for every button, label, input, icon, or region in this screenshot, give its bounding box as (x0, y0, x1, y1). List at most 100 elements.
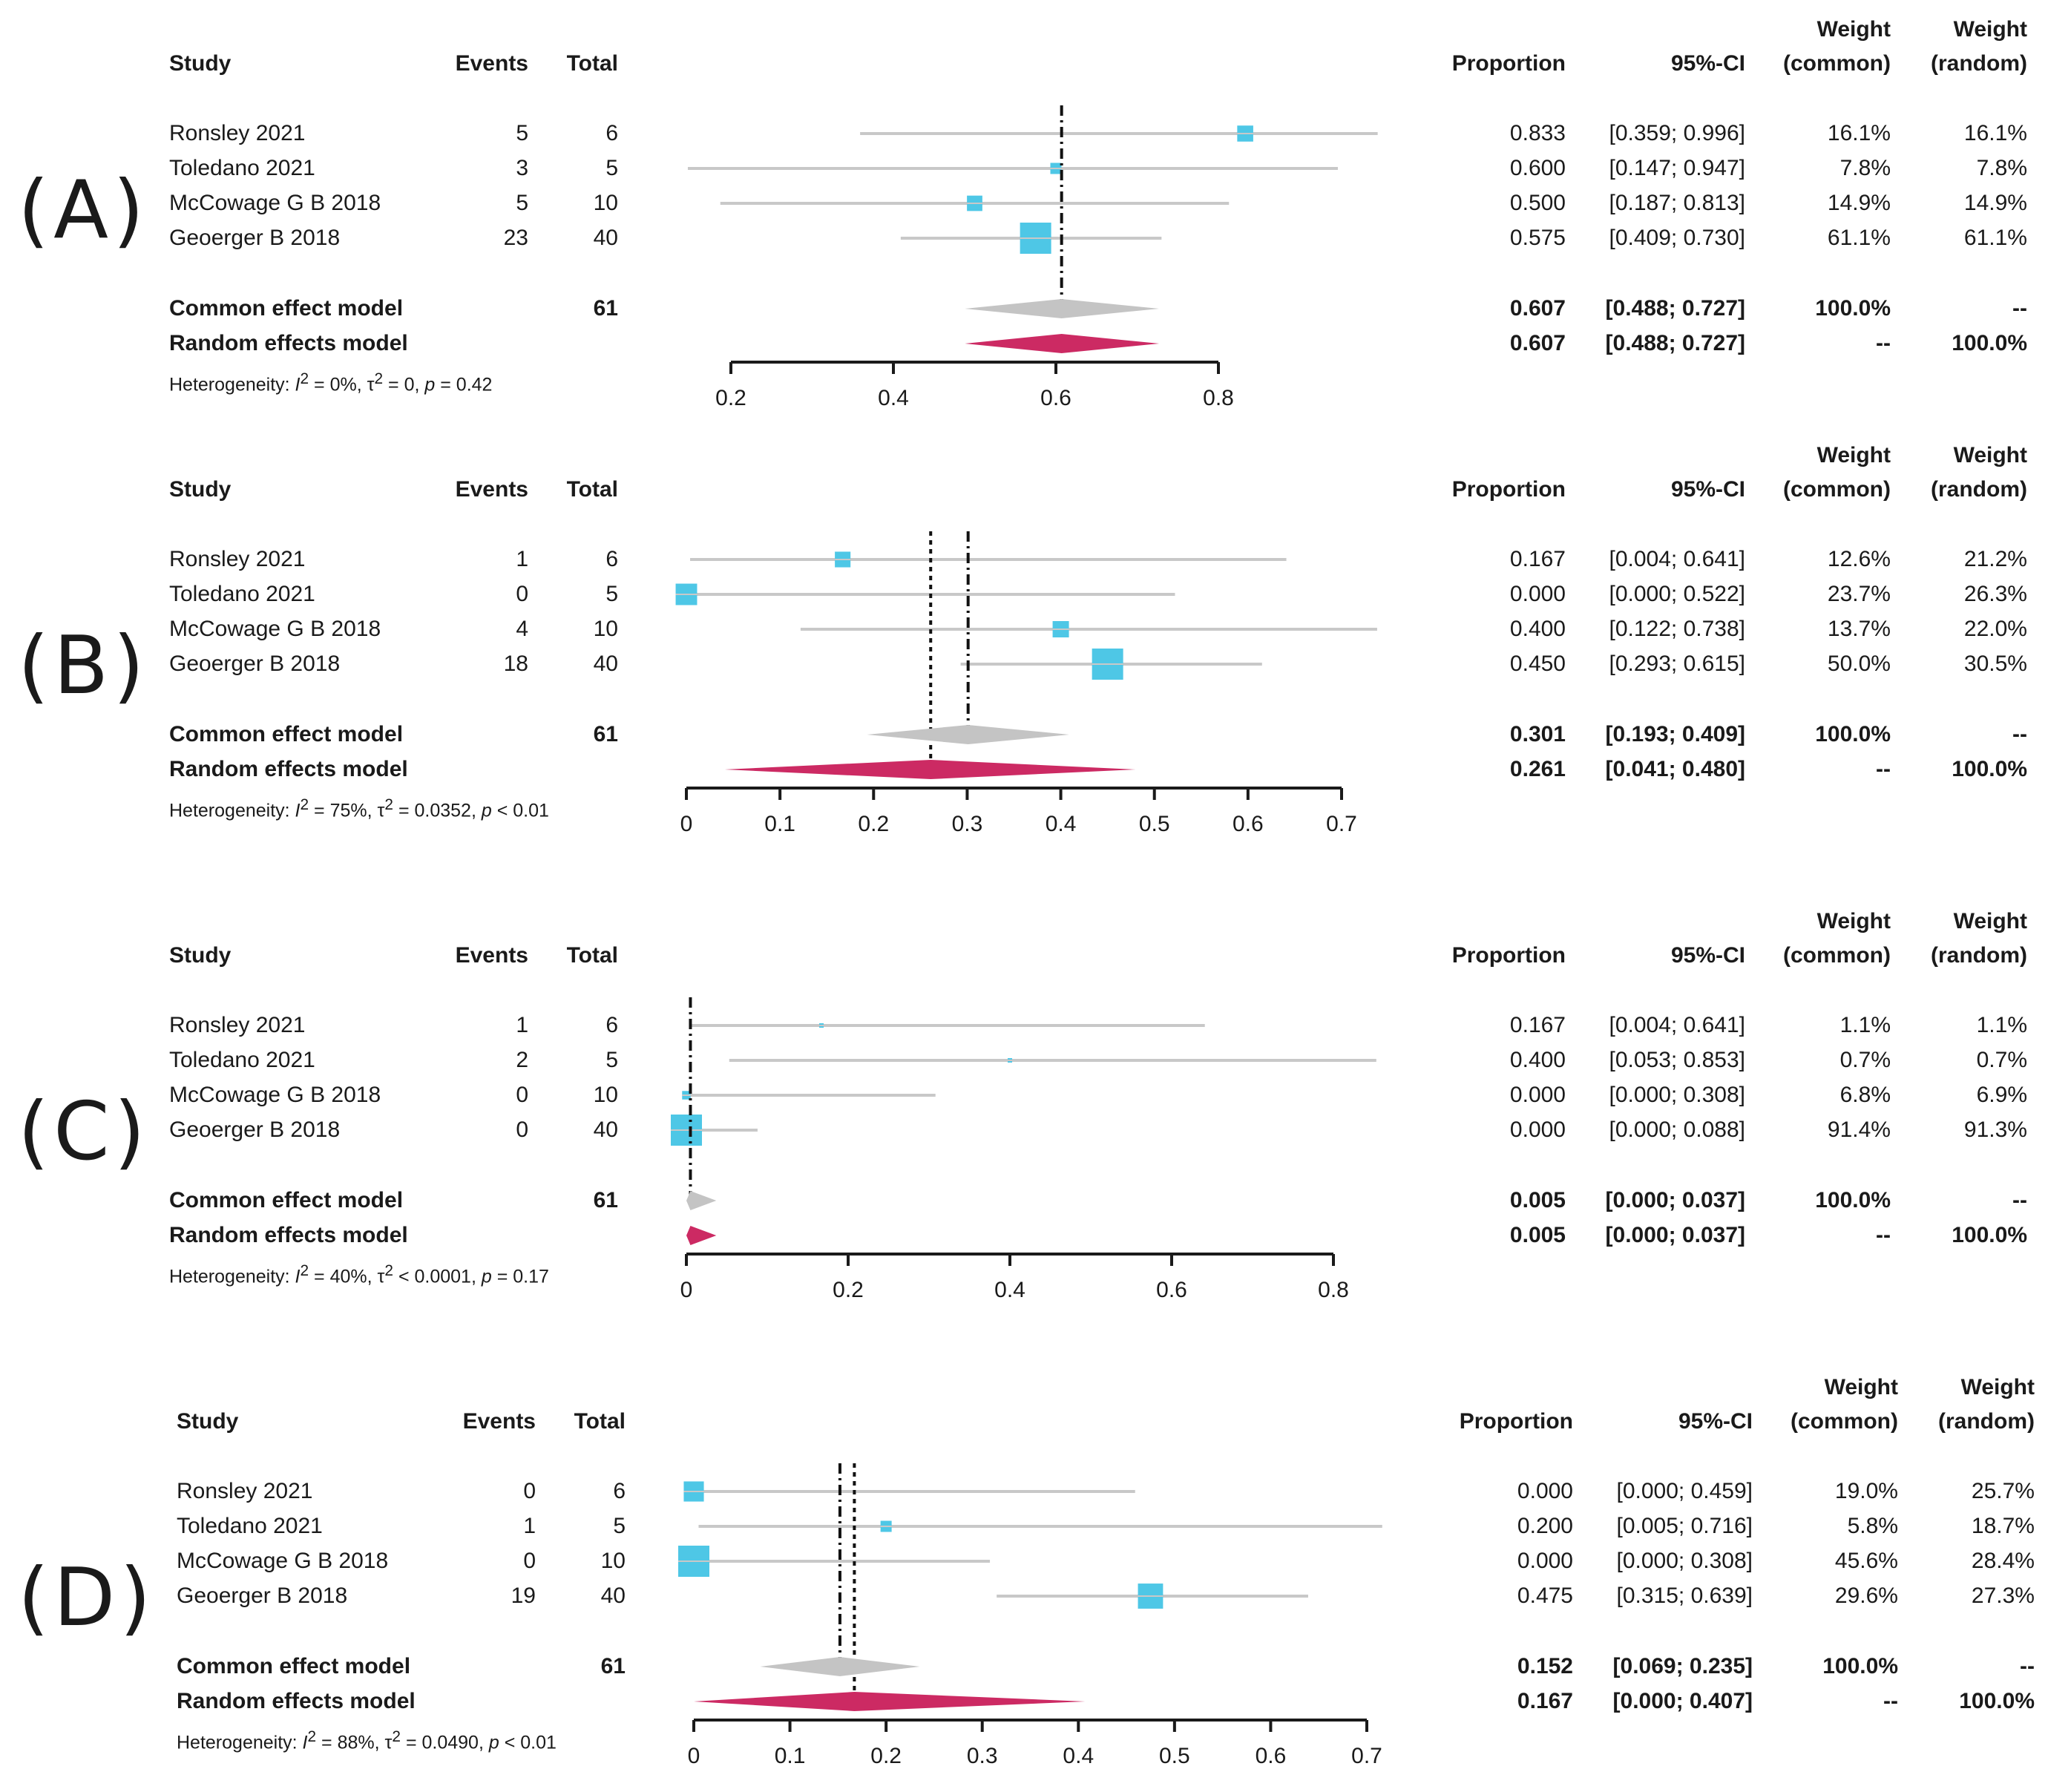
study-weight-random: 16.1% (1963, 121, 2027, 145)
header-study: Study (177, 1409, 239, 1434)
random-effect-diamond (686, 1226, 717, 1245)
het-prefix: Heterogeneity: (169, 374, 295, 396)
x-tick-label: 0 (680, 1278, 693, 1302)
common-model-total: 61 (593, 1188, 618, 1212)
forest-plot: 0.2 0.4 0.6 0.8 (687, 105, 1378, 410)
header-study: Study (169, 51, 232, 76)
het-tau2-value: < 0.0001, (393, 1266, 482, 1287)
x-tick-label: 0.7 (1351, 1744, 1382, 1768)
study-name: Geoerger B 2018 (177, 1583, 348, 1608)
study-ci: [0.053; 0.853] (1609, 1048, 1746, 1072)
het-i2-value: = 40%, (309, 1266, 378, 1287)
x-tick-label: 0.6 (1256, 1744, 1287, 1768)
header-total: Total (566, 477, 618, 502)
x-tick-label: 0.8 (1203, 386, 1234, 410)
het-i2-value: = 75%, (309, 800, 378, 821)
het-p-value: = 0.17 (491, 1266, 549, 1287)
het-p-value: < 0.01 (499, 1732, 557, 1753)
random-model-label: Random effects model (177, 1689, 416, 1713)
panel-label: (B) (18, 620, 149, 712)
header-weight-common: Weight (1816, 909, 1891, 933)
random-model-weight-common: -- (1876, 757, 1891, 781)
study-weight-common: 19.0% (1834, 1479, 1898, 1503)
x-tick-label: 0.4 (994, 1278, 1025, 1302)
random-model-proportion: 0.261 (1509, 757, 1566, 781)
study-total: 6 (605, 121, 618, 145)
study-proportion: 0.167 (1509, 547, 1566, 571)
study-weight-common: 16.1% (1827, 121, 1891, 145)
random-effect-diamond (694, 1692, 1086, 1711)
study-proportion: 0.000 (1517, 1479, 1573, 1503)
study-events: 1 (523, 1514, 536, 1538)
heterogeneity-text: Heterogeneity: I2 = 40%, τ2 < 0.0001, p … (169, 1260, 549, 1287)
x-tick-label: 0.6 (1156, 1278, 1187, 1302)
x-tick-label: 0.4 (1046, 812, 1077, 836)
study-name: Ronsley 2021 (169, 1013, 306, 1037)
study-ci: [0.359; 0.996] (1609, 121, 1746, 145)
het-tau2-value: = 0, (383, 374, 425, 396)
study-weight-random: 25.7% (1971, 1479, 2035, 1503)
header-events: Events (455, 943, 528, 968)
study-ci: [0.000; 0.088] (1609, 1117, 1746, 1142)
study-name: Geoerger B 2018 (169, 226, 341, 250)
study-weight-common: 12.6% (1827, 547, 1891, 571)
het-i2-sup: 2 (300, 796, 309, 813)
x-tick-label: 0.8 (1318, 1278, 1349, 1302)
common-model-proportion: 0.607 (1509, 296, 1566, 321)
forest-panel-a: (A) Study Events Total Proportion 95%-CI Weigh… (0, 0, 2048, 410)
x-tick-label: 0.3 (967, 1744, 998, 1768)
study-weight-random: 7.8% (1976, 156, 2027, 180)
study-total: 10 (593, 1083, 618, 1107)
study-proportion: 0.000 (1517, 1549, 1573, 1573)
header-weight-random-sub: (random) (1931, 943, 2027, 968)
x-tick-label: 0.2 (870, 1744, 902, 1768)
study-weight-random: 1.1% (1976, 1013, 2027, 1037)
x-tick-label: 0 (680, 812, 693, 836)
study-name: Ronsley 2021 (169, 121, 306, 145)
study-proportion: 0.450 (1509, 652, 1566, 676)
x-tick-label: 0.6 (1040, 386, 1071, 410)
x-tick-label: 0.7 (1326, 812, 1357, 836)
study-ci: [0.187; 0.813] (1609, 191, 1746, 215)
study-weight-common: 61.1% (1827, 226, 1891, 250)
study-name: McCowage G B 2018 (177, 1549, 389, 1573)
study-events: 4 (516, 617, 528, 641)
study-weight-random: 21.2% (1963, 547, 2027, 571)
het-p-value: < 0.01 (491, 800, 549, 821)
x-tick-label: 0.2 (833, 1278, 864, 1302)
het-tau-symbol: τ (367, 374, 375, 396)
header-proportion: Proportion (1451, 51, 1566, 76)
study-total: 10 (593, 191, 618, 215)
random-model-proportion: 0.607 (1509, 331, 1566, 355)
study-weight-common: 7.8% (1839, 156, 1891, 180)
random-model-label: Random effects model (169, 331, 408, 355)
het-i2-symbol: I (295, 800, 301, 821)
het-i2-sup: 2 (300, 1262, 309, 1279)
heterogeneity-text: Heterogeneity: I2 = 88%, τ2 = 0.0490, p … (177, 1726, 557, 1753)
study-events: 1 (516, 1013, 528, 1037)
x-tick-label: 0.5 (1139, 812, 1170, 836)
x-tick-label: 0.4 (878, 386, 909, 410)
random-model-weight-random: 100.0% (1952, 331, 2027, 355)
study-weight-common: 23.7% (1827, 582, 1891, 606)
study-weight-random: 14.9% (1963, 191, 2027, 215)
common-model-total: 61 (593, 722, 618, 746)
study-weight-random: 6.9% (1976, 1083, 2027, 1107)
header-proportion: Proportion (1451, 477, 1566, 502)
random-model-label: Random effects model (169, 1223, 408, 1247)
common-model-total: 61 (593, 296, 618, 321)
random-model-weight-random: 100.0% (1952, 1223, 2027, 1247)
forest-panel-d: (D) Study Events Total Proportion 95%-CI Weigh… (0, 1358, 2048, 1768)
study-name: McCowage G B 2018 (169, 1083, 381, 1107)
study-ci: [0.000; 0.522] (1609, 582, 1746, 606)
study-events: 0 (523, 1479, 536, 1503)
study-total: 5 (605, 582, 618, 606)
study-proportion: 0.833 (1509, 121, 1566, 145)
header-proportion: Proportion (1451, 943, 1566, 968)
study-name: McCowage G B 2018 (169, 191, 381, 215)
het-i2-value: = 88%, (316, 1732, 385, 1753)
study-name: Geoerger B 2018 (169, 652, 341, 676)
header-weight-random: Weight (1960, 1375, 2035, 1399)
common-effect-diamond (760, 1657, 920, 1676)
common-model-weight-common: 100.0% (1815, 722, 1891, 746)
